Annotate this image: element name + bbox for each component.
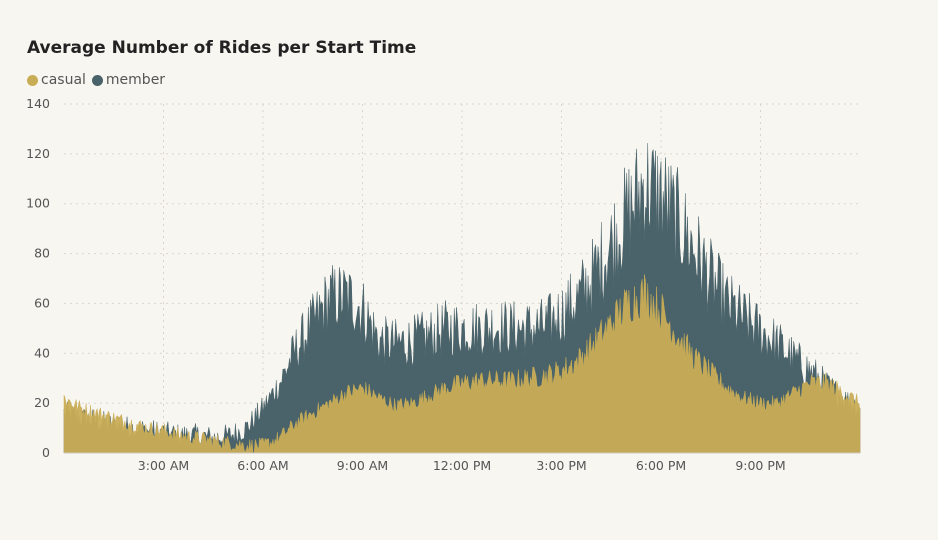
legend-label-member: member bbox=[105, 72, 166, 88]
x-tick-label: 12:00 PM bbox=[433, 458, 491, 473]
legend-item-member[interactable]: member bbox=[91, 72, 166, 88]
x-tick-label: 6:00 AM bbox=[237, 458, 288, 473]
x-tick-label: 3:00 AM bbox=[138, 458, 189, 473]
x-tick-label: 6:00 PM bbox=[636, 458, 686, 473]
y-tick-label: 40 bbox=[34, 345, 50, 360]
legend-label-casual: casual bbox=[41, 72, 86, 88]
casual-swatch-icon bbox=[27, 74, 38, 86]
legend-item-casual[interactable]: casual bbox=[27, 72, 86, 88]
member-swatch-icon bbox=[91, 74, 103, 86]
y-tick-label: 140 bbox=[26, 96, 50, 111]
y-tick-label: 120 bbox=[26, 146, 50, 161]
chart-title: Average Number of Rides per Start Time bbox=[27, 38, 417, 58]
series-area-casual bbox=[63, 274, 861, 454]
y-tick-label: 60 bbox=[34, 295, 50, 310]
y-tick-label: 0 bbox=[42, 445, 50, 460]
y-tick-label: 20 bbox=[34, 395, 50, 410]
y-tick-label: 80 bbox=[34, 246, 50, 261]
x-tick-label: 9:00 AM bbox=[337, 458, 388, 473]
y-tick-label: 100 bbox=[26, 196, 50, 211]
x-tick-label: 9:00 PM bbox=[735, 458, 785, 473]
x-tick-label: 3:00 PM bbox=[536, 458, 586, 473]
legend: casual member bbox=[27, 72, 171, 88]
